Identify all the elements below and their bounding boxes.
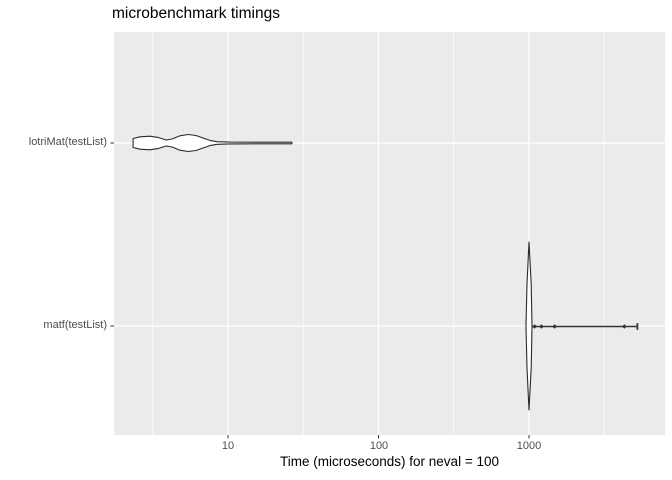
violin-lotriMat xyxy=(132,133,293,153)
violin-matf xyxy=(525,241,533,411)
tail-end-cap xyxy=(636,323,639,330)
x-tick-label-1000: 1000 xyxy=(516,440,542,452)
x-tick-label-10: 10 xyxy=(221,440,235,452)
outlier-point xyxy=(552,324,557,329)
panel-background xyxy=(114,32,665,435)
x-axis-title: Time (microseconds) for neval = 100 xyxy=(280,454,499,469)
outlier-point xyxy=(539,324,544,329)
outlier-point xyxy=(532,324,537,329)
x-tick-label-100: 100 xyxy=(369,440,389,452)
plot-title: microbenchmark timings xyxy=(112,5,280,22)
outlier-point xyxy=(622,324,627,329)
y-axis-label-matf: matf(testList) xyxy=(43,319,107,331)
y-axis-label-lotriMat: lotriMat(testList) xyxy=(28,136,107,148)
